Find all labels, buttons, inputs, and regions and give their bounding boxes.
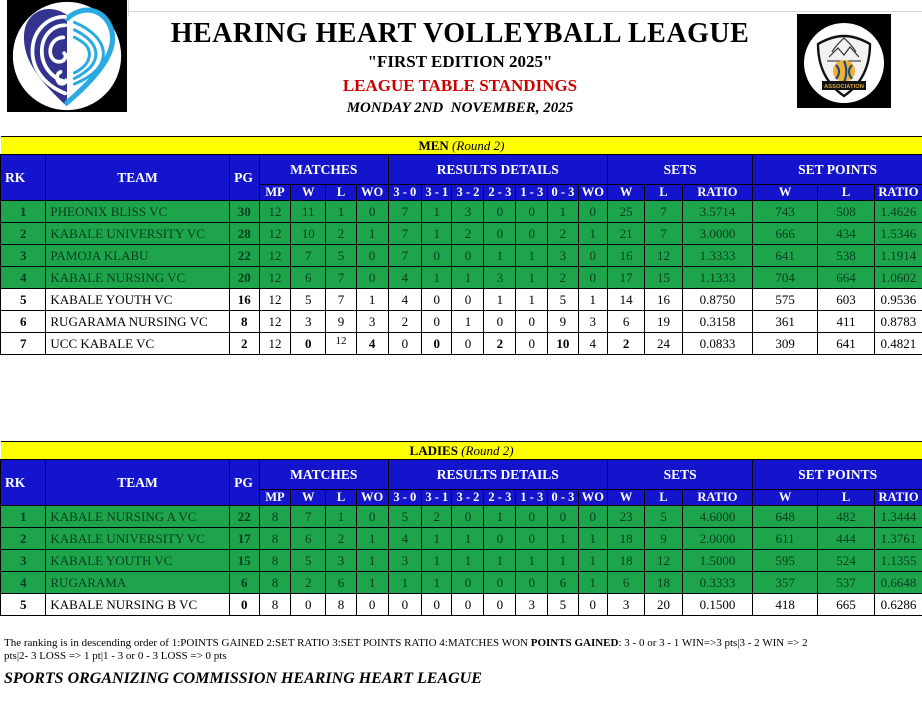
svg-text:ASSOCIATION: ASSOCIATION	[824, 84, 864, 90]
